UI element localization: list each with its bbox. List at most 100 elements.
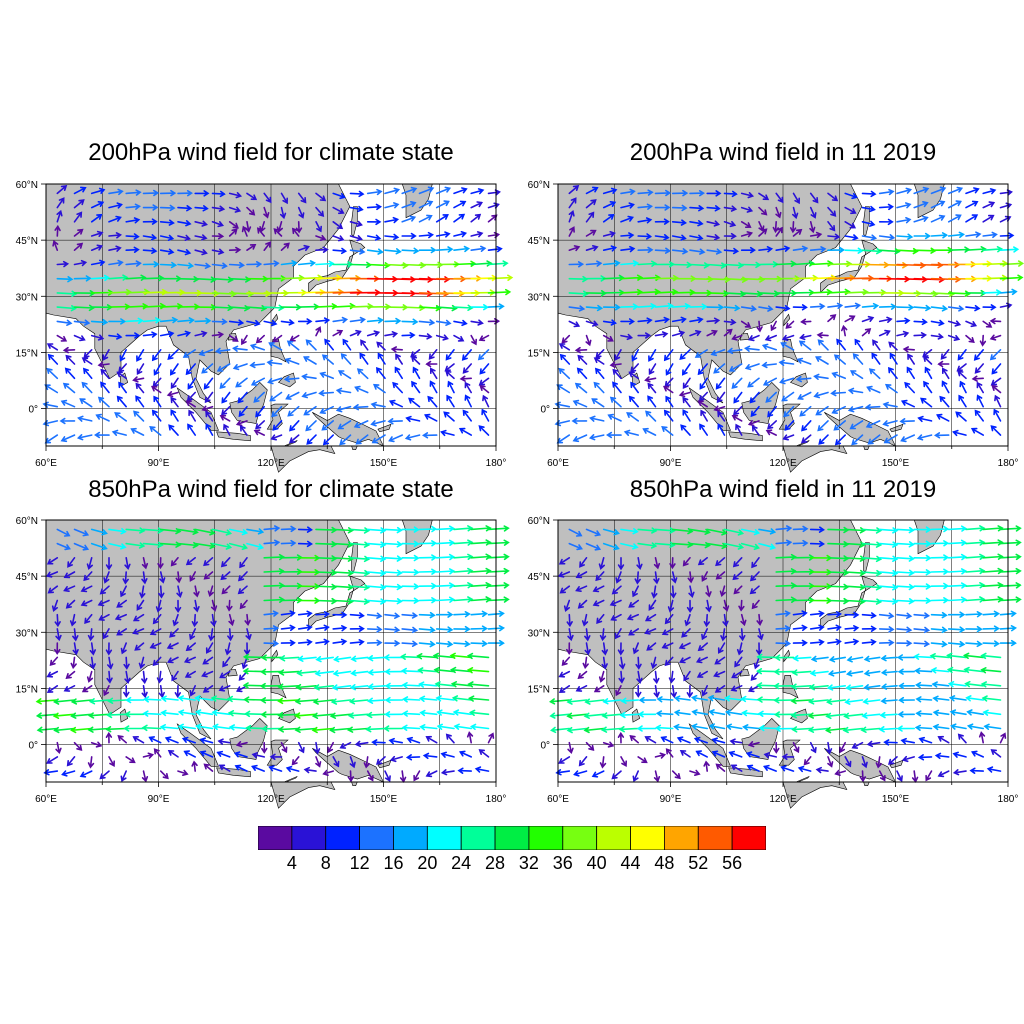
wind-arrow [90, 318, 109, 326]
wind-arrow [487, 553, 510, 561]
wind-arrow [211, 528, 233, 536]
wind-arrow [70, 698, 93, 705]
wind-arrow [65, 599, 76, 609]
wind-arrow [116, 395, 127, 408]
wind-arrow [314, 670, 334, 677]
wind-arrow [716, 391, 726, 404]
wind-arrow [366, 612, 383, 619]
wind-arrow [246, 206, 256, 216]
wind-arrow [487, 189, 501, 196]
wind-arrow [90, 259, 106, 266]
wind-arrow [756, 668, 777, 675]
wind-arrow [271, 405, 283, 418]
wind-arrow [782, 434, 795, 441]
wind-arrow [246, 319, 261, 327]
wind-arrow [723, 328, 733, 337]
wind-arrow [623, 429, 639, 436]
wind-arrow [706, 234, 721, 241]
wind-arrow [957, 370, 967, 380]
wind-arrow [227, 710, 248, 717]
wind-arrow [84, 613, 93, 625]
wind-arrow [697, 400, 708, 408]
wind-arrow [73, 211, 83, 223]
wind-arrow [185, 642, 196, 652]
wind-arrow [102, 628, 110, 640]
y-tick-label: 60°N [528, 516, 550, 527]
wind-arrow [871, 352, 881, 365]
wind-arrow [637, 233, 653, 240]
wind-arrow [384, 317, 402, 325]
wind-arrow [585, 304, 604, 312]
wind-arrow [149, 642, 162, 649]
wind-arrow [653, 557, 661, 570]
wind-arrow [790, 697, 812, 705]
panel-title-1: 200hPa wind field for climate state [88, 139, 454, 166]
wind-arrow [418, 640, 436, 648]
wind-arrow [297, 610, 313, 617]
wind-arrow [598, 557, 605, 570]
wind-arrow [715, 557, 726, 567]
wind-arrow [790, 711, 812, 719]
wind-arrow [761, 343, 777, 351]
wind-arrow [681, 363, 691, 376]
wind-arrow [732, 405, 743, 416]
wind-arrow [878, 584, 899, 591]
wind-arrow [989, 317, 1002, 325]
wind-arrow [418, 611, 436, 619]
wind-arrow [123, 725, 145, 732]
wind-arrow [844, 192, 858, 200]
wind-arrow [575, 585, 588, 592]
wind-arrow [723, 232, 737, 240]
wind-arrow [401, 554, 420, 562]
wind-arrow [367, 697, 386, 704]
wind-arrow [70, 726, 93, 734]
wind-arrow [70, 656, 77, 670]
wind-arrow [159, 204, 176, 212]
wind-arrow [618, 726, 639, 733]
wind-arrow [620, 303, 639, 310]
sri-lanka-shape [119, 708, 129, 723]
wind-arrow [401, 526, 420, 533]
wind-arrow [611, 770, 622, 780]
wind-arrow [352, 404, 369, 411]
wind-arrow [99, 585, 110, 595]
wind-arrow [722, 599, 730, 612]
wind-arrow [73, 334, 86, 342]
wind-arrow [827, 756, 834, 768]
wind-arrow [738, 599, 745, 612]
wind-arrow [982, 582, 1004, 589]
wind-arrow [63, 685, 76, 692]
wind-arrow [185, 400, 196, 408]
wind-arrow [609, 599, 622, 607]
wind-arrow [65, 354, 76, 365]
wind-arrow [773, 697, 795, 704]
wind-arrow [73, 275, 92, 282]
wind-arrow [105, 731, 113, 744]
wind-arrow [689, 248, 706, 255]
wind-arrow [847, 387, 864, 395]
wind-arrow [558, 367, 571, 380]
wind-arrow [283, 375, 300, 383]
wind-arrow [758, 528, 777, 535]
wind-arrow [990, 377, 1002, 386]
wind-arrow [758, 228, 768, 237]
wind-arrow [470, 231, 484, 238]
wind-arrow [617, 642, 625, 656]
wind-arrow [418, 695, 438, 702]
wind-arrow [56, 542, 71, 551]
wind-arrow [280, 539, 297, 547]
wind-arrow [332, 221, 344, 230]
new-guinea-shape [824, 748, 897, 783]
wind-arrow [809, 303, 826, 310]
wind-arrow [706, 190, 722, 197]
wind-arrow [297, 624, 313, 631]
wind-arrow [170, 557, 179, 567]
wind-arrow [620, 528, 639, 535]
wind-arrow [762, 764, 777, 772]
wind-arrow [383, 654, 403, 661]
wind-arrow [280, 741, 288, 754]
wind-arrow [723, 247, 740, 255]
wind-arrow [135, 382, 145, 394]
wind-arrow [654, 247, 672, 254]
wind-arrow [809, 741, 817, 754]
